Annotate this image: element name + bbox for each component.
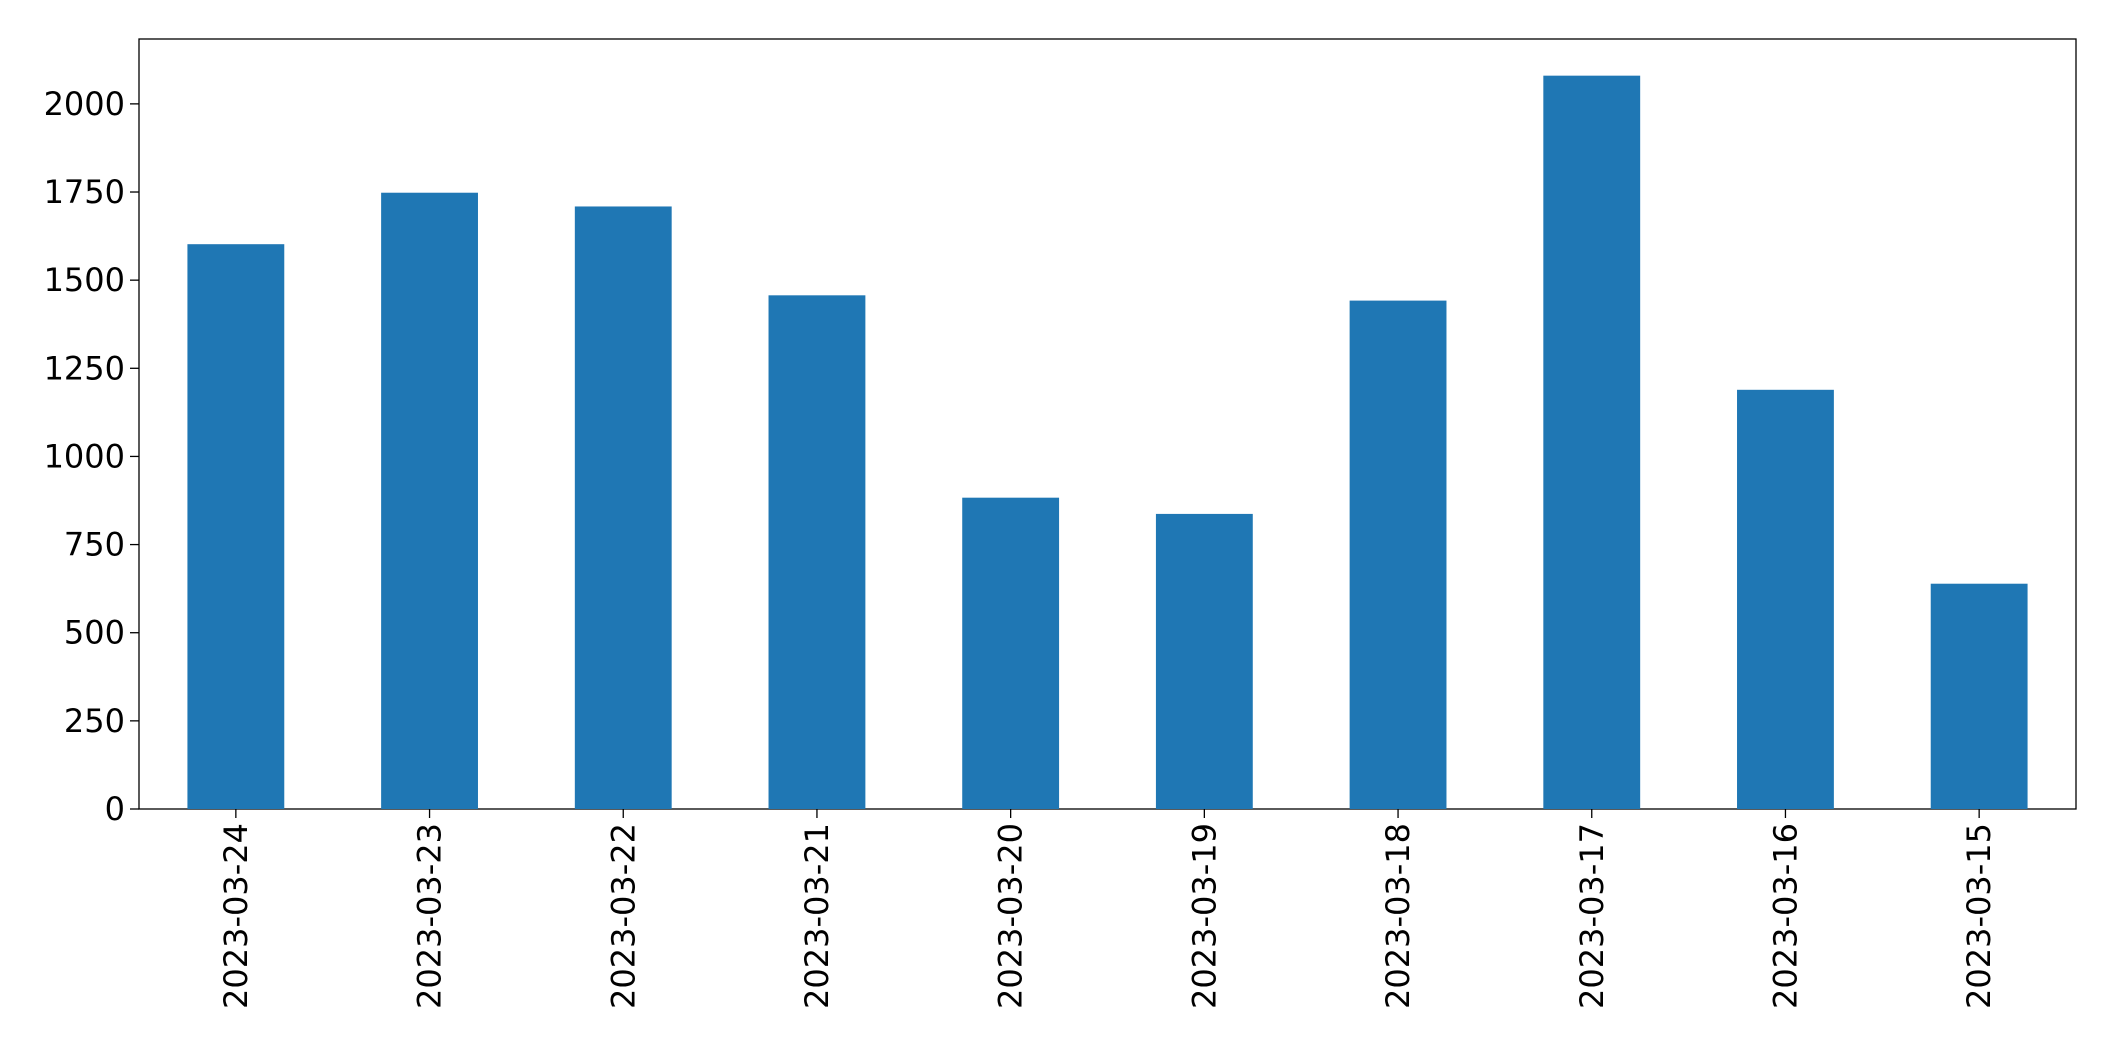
- x-tick-label: 2023-03-20: [992, 823, 1030, 1009]
- x-tick-label: 2023-03-16: [1766, 823, 1804, 1009]
- y-tick-label: 750: [64, 526, 125, 564]
- x-tick-label: 2023-03-19: [1185, 823, 1223, 1009]
- y-tick-label: 500: [64, 614, 125, 652]
- bar: [574, 206, 672, 809]
- x-tick-label: 2023-03-15: [1960, 823, 1998, 1009]
- bar: [1543, 75, 1641, 809]
- bar: [962, 497, 1060, 809]
- x-tick-label: 2023-03-23: [411, 823, 449, 1009]
- x-tick-label: 2023-03-24: [217, 823, 255, 1009]
- y-tick-label: 1250: [44, 349, 125, 387]
- y-tick-label: 1000: [44, 437, 125, 475]
- y-tick-label: 2000: [44, 85, 125, 123]
- bar: [381, 192, 478, 809]
- y-tick-label: 250: [64, 702, 125, 740]
- y-tick-label: 0: [105, 790, 125, 828]
- x-tick-label: 2023-03-22: [604, 823, 642, 1009]
- x-tick-label: 2023-03-18: [1379, 823, 1417, 1009]
- y-tick-label: 1750: [44, 173, 125, 211]
- bar: [1155, 513, 1253, 809]
- bar: [1930, 583, 2028, 809]
- x-tick-label: 2023-03-17: [1573, 823, 1611, 1009]
- bar: [1737, 389, 1834, 809]
- y-tick-label: 1500: [44, 261, 125, 299]
- plot-frame: [138, 38, 2077, 810]
- x-tick-label: 2023-03-21: [798, 823, 836, 1009]
- bar: [768, 295, 866, 810]
- bar: [1349, 300, 1447, 809]
- bar: [187, 244, 285, 809]
